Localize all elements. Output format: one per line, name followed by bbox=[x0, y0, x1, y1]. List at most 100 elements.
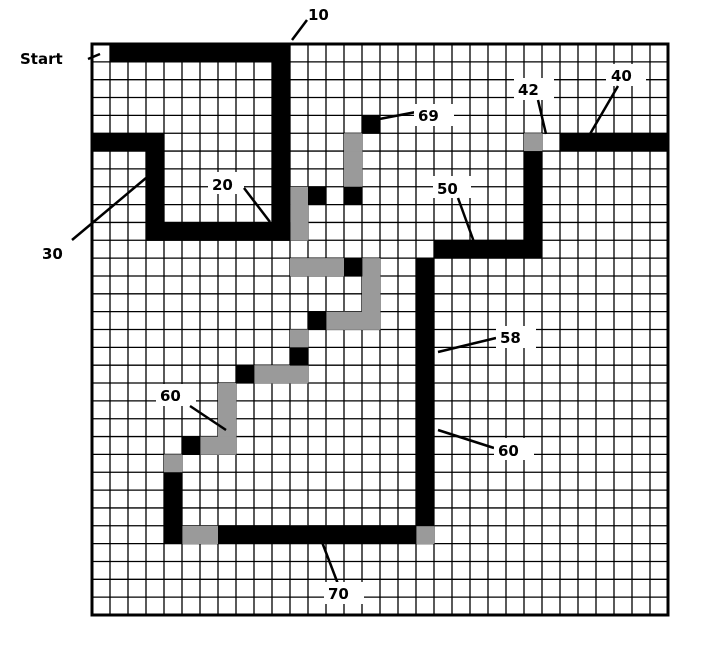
path-cell bbox=[290, 258, 309, 277]
wall-cell bbox=[164, 490, 183, 509]
wall-cell bbox=[164, 472, 183, 491]
wall-cell bbox=[272, 79, 291, 98]
wall-cell bbox=[416, 418, 435, 437]
label-60-right-text: 60 bbox=[498, 442, 519, 460]
path-cell bbox=[218, 436, 237, 455]
path-cell bbox=[218, 400, 237, 420]
path-cell bbox=[362, 258, 381, 277]
path-cell bbox=[290, 186, 309, 205]
path-cell bbox=[290, 204, 309, 223]
label-70-text: 70 bbox=[328, 585, 349, 603]
wall-cell bbox=[416, 329, 435, 348]
wall-cell bbox=[236, 525, 255, 545]
wall-cell bbox=[110, 44, 129, 63]
path-cell bbox=[200, 436, 219, 455]
wall-cell bbox=[434, 240, 453, 259]
path-cell bbox=[290, 365, 309, 384]
wall-cell bbox=[416, 454, 435, 473]
wall-cell bbox=[416, 258, 435, 277]
wall-cell bbox=[146, 222, 165, 241]
wall-cell bbox=[524, 186, 543, 205]
wall-cell bbox=[308, 311, 327, 330]
label-42: 42 bbox=[514, 78, 554, 135]
wall-cell bbox=[272, 168, 291, 188]
wall-cell bbox=[218, 525, 237, 545]
path-cell bbox=[344, 311, 363, 330]
path-cell bbox=[164, 454, 183, 473]
wall-cell bbox=[470, 240, 489, 259]
label-60-left-text: 60 bbox=[160, 387, 181, 405]
label-58: 58 bbox=[437, 326, 536, 354]
wall-cell bbox=[506, 240, 525, 259]
label-69-text: 69 bbox=[418, 107, 439, 125]
label-58-text: 58 bbox=[500, 329, 521, 347]
label-69: 69 bbox=[373, 104, 454, 126]
wall-cell bbox=[416, 472, 435, 491]
wall-cell bbox=[524, 168, 543, 188]
wall-cell bbox=[326, 525, 345, 545]
wall-cell bbox=[272, 44, 291, 63]
wall-cell bbox=[272, 222, 291, 241]
wall-cell bbox=[398, 525, 417, 545]
path-cell bbox=[344, 168, 363, 188]
path-cell bbox=[254, 365, 273, 384]
label-70: 70 bbox=[320, 541, 364, 604]
wall-cell bbox=[92, 133, 111, 152]
wall-cell bbox=[290, 525, 309, 545]
wall-cell bbox=[146, 204, 165, 223]
wall-cell bbox=[272, 61, 291, 81]
wall-cell bbox=[146, 168, 165, 188]
wall-cell bbox=[164, 525, 183, 545]
wall-cell bbox=[272, 186, 291, 205]
wall-cell bbox=[182, 436, 201, 455]
wall-cell bbox=[416, 311, 435, 330]
wall-cell bbox=[578, 133, 597, 152]
wall-cell bbox=[110, 133, 129, 152]
label-40: 40 bbox=[588, 64, 646, 135]
wall-cell bbox=[146, 151, 165, 170]
wall-cell bbox=[524, 204, 543, 223]
path-cell bbox=[308, 258, 327, 277]
wall-cell bbox=[272, 204, 291, 223]
label-50-text: 50 bbox=[437, 180, 458, 198]
wall-cell bbox=[182, 222, 201, 241]
wall-cell bbox=[272, 525, 291, 545]
wall-cell bbox=[344, 525, 363, 545]
path-cell bbox=[524, 133, 543, 152]
path-cell bbox=[344, 133, 363, 152]
wall-cell bbox=[272, 97, 291, 116]
path-cell bbox=[182, 525, 201, 545]
path-cell bbox=[416, 525, 435, 545]
wall-cell bbox=[488, 240, 507, 259]
label-60-right: 60 bbox=[437, 428, 534, 460]
path-cell bbox=[272, 365, 291, 384]
wall-cell bbox=[128, 133, 147, 152]
start-label: Start bbox=[20, 50, 63, 68]
wall-cell bbox=[362, 525, 381, 545]
label-60-left: 60 bbox=[156, 384, 227, 432]
path-cell bbox=[218, 383, 237, 402]
wall-cell bbox=[272, 151, 291, 170]
wall-cell bbox=[416, 490, 435, 509]
start-marker: Start bbox=[20, 50, 101, 68]
path-cell bbox=[218, 418, 237, 437]
wall-cell bbox=[290, 347, 309, 366]
wall-cell bbox=[632, 133, 651, 152]
wall-cell bbox=[416, 293, 435, 313]
wall-cell bbox=[218, 44, 237, 63]
wall-cell bbox=[344, 186, 363, 205]
grid-cells bbox=[92, 44, 669, 545]
wall-cell bbox=[524, 240, 543, 259]
path-cell bbox=[326, 258, 345, 277]
wall-cell bbox=[416, 400, 435, 420]
wall-cell bbox=[416, 275, 435, 295]
wall-cell bbox=[182, 44, 201, 63]
label-40-text: 40 bbox=[611, 67, 632, 85]
wall-cell bbox=[236, 222, 255, 241]
wall-cell bbox=[416, 507, 435, 527]
wall-cell bbox=[254, 44, 273, 63]
wall-cell bbox=[524, 222, 543, 241]
wall-cell bbox=[236, 365, 255, 384]
wall-cell bbox=[380, 525, 399, 545]
